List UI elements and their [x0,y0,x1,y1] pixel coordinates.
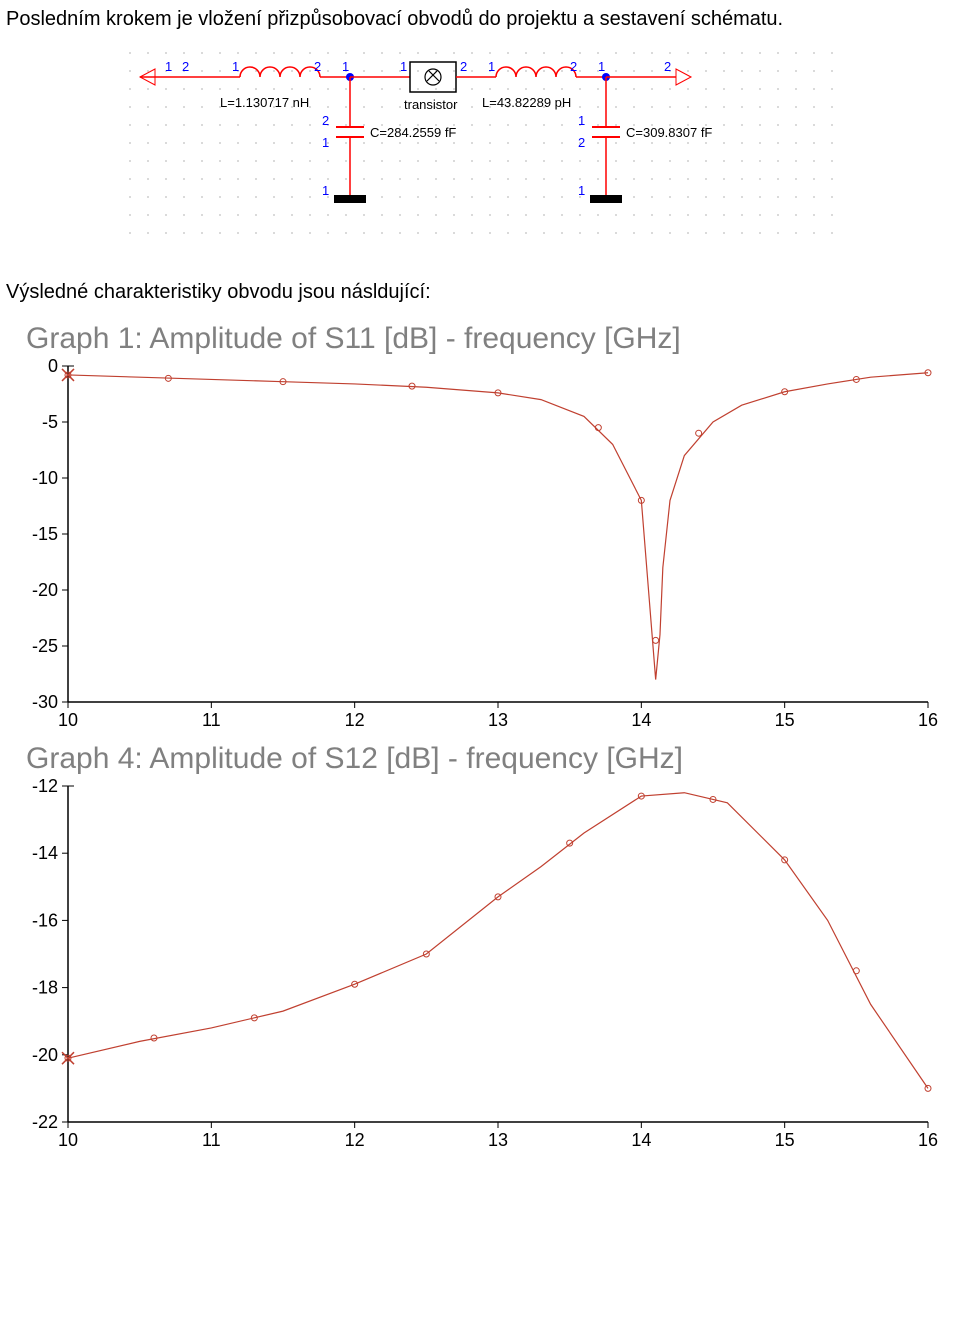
svg-text:-10: -10 [32,468,58,488]
svg-text:16: 16 [918,1130,938,1150]
svg-text:13: 13 [488,710,508,730]
svg-text:-22: -22 [32,1112,58,1132]
graph1-title: Graph 1: Amplitude of S11 [dB] - frequen… [10,322,960,356]
svg-text:1: 1 [400,59,407,74]
svg-text:1: 1 [322,183,329,198]
svg-text:1: 1 [342,59,349,74]
svg-text:L=43.82289 pH: L=43.82289 pH [482,95,571,110]
graph1-chart: -30 -25 -20 -15 -10 -5 0 10 11 12 13 14 15 16 [10,356,940,736]
page: Posledním krokem je vložení přizpůsobova… [0,0,960,1156]
svg-text:-25: -25 [32,636,58,656]
svg-text:1: 1 [488,59,495,74]
svg-text:13: 13 [488,1130,508,1150]
svg-text:2: 2 [578,135,585,150]
intro-text: Posledním krokem je vložení přizpůsobova… [0,0,960,43]
svg-text:1: 1 [578,183,585,198]
svg-text:11: 11 [202,1130,221,1150]
svg-text:0: 0 [48,356,58,376]
svg-text:2: 2 [322,113,329,128]
svg-text:-16: -16 [32,910,58,930]
svg-text:2: 2 [460,59,467,74]
circuit-schematic: 12121L=1.130717 nH211C=284.2559 fF1trans… [120,43,840,243]
svg-text:1: 1 [322,135,329,150]
svg-text:-12: -12 [32,776,58,796]
svg-text:1: 1 [598,59,605,74]
svg-text:-20: -20 [32,580,58,600]
svg-text:16: 16 [918,710,938,730]
svg-text:15: 15 [775,1130,795,1150]
graph1-wrap: Graph 1: Amplitude of S11 [dB] - frequen… [0,322,960,736]
graph4-chart: -22 -20 -18 -16 -14 -12 10 11 12 13 14 15 16 [10,776,940,1156]
svg-text:10: 10 [58,710,78,730]
svg-text:L=1.130717 nH: L=1.130717 nH [220,95,309,110]
svg-text:2: 2 [182,59,189,74]
svg-text:2: 2 [314,59,321,74]
svg-text:-18: -18 [32,978,58,998]
graph4-title: Graph 4: Amplitude of S12 [dB] - frequen… [10,742,960,776]
svg-text:11: 11 [202,710,221,730]
svg-text:-5: -5 [42,412,58,432]
graph4-wrap: Graph 4: Amplitude of S12 [dB] - frequen… [0,742,960,1156]
svg-text:15: 15 [775,710,795,730]
svg-text:-14: -14 [32,843,58,863]
svg-text:transistor: transistor [404,97,458,112]
svg-text:14: 14 [631,710,651,730]
svg-text:14: 14 [631,1130,651,1150]
svg-text:12: 12 [345,710,365,730]
svg-text:C=309.8307 fF: C=309.8307 fF [626,125,712,140]
svg-text:2: 2 [664,59,671,74]
svg-text:-20: -20 [32,1045,58,1065]
svg-text:10: 10 [58,1130,78,1150]
svg-text:1: 1 [578,113,585,128]
svg-text:C=284.2559 fF: C=284.2559 fF [370,125,456,140]
svg-text:1: 1 [165,59,172,74]
svg-text:-30: -30 [32,692,58,712]
svg-text:2: 2 [570,59,577,74]
svg-text:12: 12 [345,1130,365,1150]
characteristics-heading: Výsledné charakteristiky obvodu jsou nás… [0,273,960,316]
svg-text:-15: -15 [32,524,58,544]
svg-text:1: 1 [232,59,239,74]
